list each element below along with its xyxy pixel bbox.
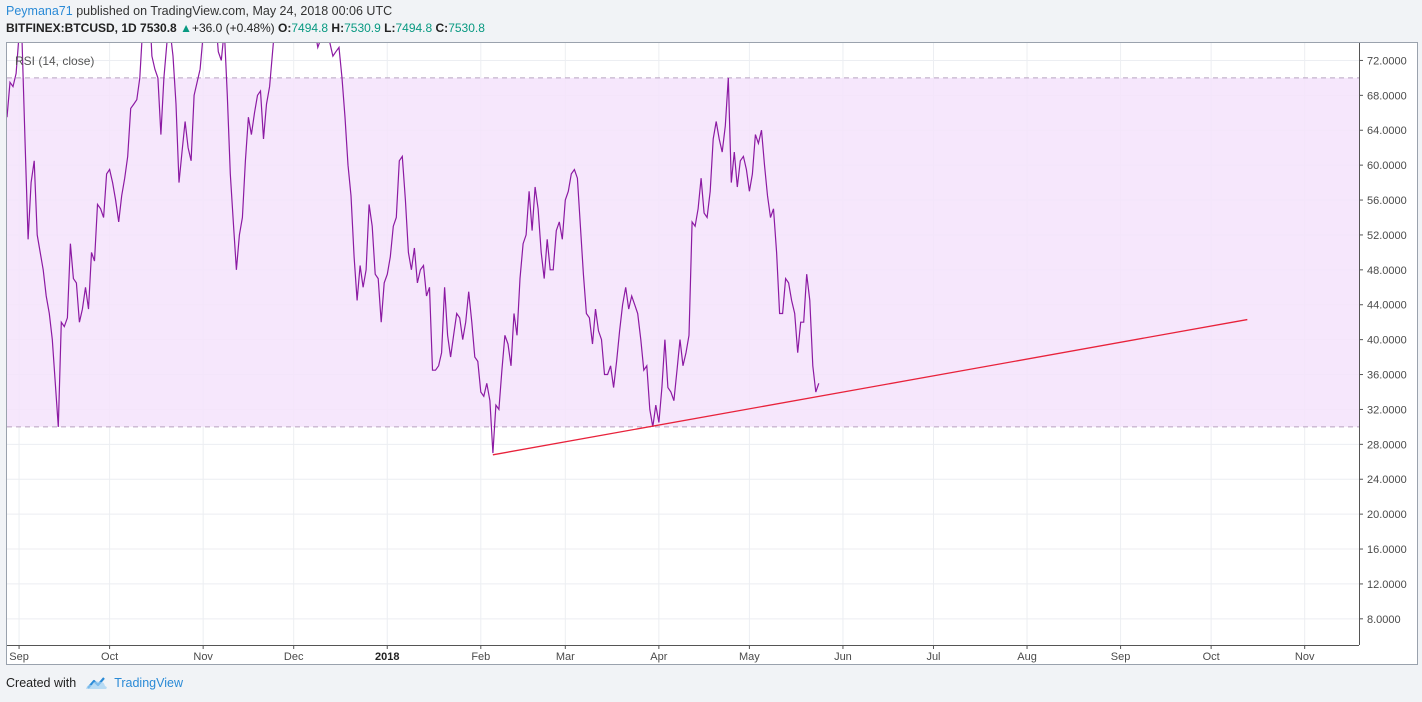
y-tick-label: 16.0000 bbox=[1367, 544, 1407, 556]
y-tick-label: 52.0000 bbox=[1367, 230, 1407, 242]
y-tick-label: 24.0000 bbox=[1367, 474, 1407, 486]
high-value: 7530.9 bbox=[344, 21, 381, 35]
y-tick-label: 60.0000 bbox=[1367, 160, 1407, 172]
symbol-label: BITFINEX:BTCUSD, 1D bbox=[6, 21, 137, 35]
last-price: 7530.8 bbox=[140, 21, 177, 35]
y-axis-labels: 72.0000 68.0000 64.0000 60.0000 56.0000 52.00… bbox=[1359, 55, 1407, 626]
close-value: 7530.8 bbox=[448, 21, 485, 35]
publish-info: Peymana71 published on TradingView.com, … bbox=[6, 3, 485, 20]
x-tick-label: Oct bbox=[1203, 651, 1220, 663]
x-tick-label: Oct bbox=[101, 651, 118, 663]
created-with-text: Created with bbox=[6, 676, 77, 690]
y-tick-label: 64.0000 bbox=[1367, 125, 1407, 137]
x-tick-label: Mar bbox=[556, 651, 575, 663]
tradingview-brand: TradingView bbox=[114, 676, 183, 690]
x-tick-label: Sep bbox=[1111, 651, 1131, 663]
x-axis-labels: Sep Oct Nov Dec 2018 Feb Mar Apr May Jun Jul Aug Sep… bbox=[9, 645, 1315, 663]
indicator-label[interactable]: RSI (14, close) bbox=[15, 54, 94, 68]
x-tick-label: Aug bbox=[1017, 651, 1037, 663]
open-value: 7494.8 bbox=[291, 21, 329, 35]
trendline[interactable] bbox=[492, 318, 1248, 456]
y-tick-label: 56.0000 bbox=[1367, 195, 1407, 207]
rsi-chart[interactable]: RSI (14, close) 72.0000 68.0000 64.0000 60.… bbox=[7, 43, 1417, 664]
y-tick-label: 68.0000 bbox=[1367, 90, 1407, 102]
y-tick-label: 32.0000 bbox=[1367, 404, 1407, 416]
axes bbox=[7, 43, 1360, 646]
chart-area[interactable]: RSI (14, close) 72.0000 68.0000 64.0000 60.… bbox=[6, 42, 1418, 665]
chart-header: Peymana71 published on TradingView.com, … bbox=[6, 3, 485, 37]
open-label: O: bbox=[278, 21, 292, 35]
y-tick-label: 28.0000 bbox=[1367, 439, 1407, 451]
author-link[interactable]: Peymana71 bbox=[6, 4, 73, 18]
tradingview-logo[interactable]: TradingView bbox=[84, 676, 183, 690]
x-tick-label: Nov bbox=[193, 651, 213, 663]
x-tick-label: Nov bbox=[1295, 651, 1315, 663]
symbol-info: BITFINEX:BTCUSD, 1D 7530.8 ▲+36.0 (+0.48… bbox=[6, 20, 485, 37]
y-tick-label: 44.0000 bbox=[1367, 300, 1407, 312]
x-tick-label: Feb bbox=[471, 651, 490, 663]
y-tick-label: 36.0000 bbox=[1367, 370, 1407, 382]
footer: Created with TradingView bbox=[6, 676, 183, 690]
x-tick-label: Sep bbox=[9, 651, 29, 663]
y-tick-label: 12.0000 bbox=[1367, 579, 1407, 591]
y-tick-label: 8.0000 bbox=[1367, 614, 1401, 626]
x-tick-label: Dec bbox=[284, 651, 304, 663]
high-label: H: bbox=[331, 21, 345, 35]
tradingview-cloud-icon bbox=[86, 677, 107, 689]
x-tick-label: May bbox=[739, 651, 760, 663]
y-tick-label: 72.0000 bbox=[1367, 55, 1407, 67]
low-label: L: bbox=[384, 21, 396, 35]
y-tick-label: 48.0000 bbox=[1367, 265, 1407, 277]
low-value: 7494.8 bbox=[395, 21, 433, 35]
rsi-band bbox=[7, 77, 1359, 427]
rsi-series-line bbox=[7, 43, 820, 454]
price-change: +36.0 (+0.48%) bbox=[191, 21, 275, 35]
x-tick-label: 2018 bbox=[375, 651, 399, 663]
up-arrow-icon: ▲ bbox=[180, 21, 192, 35]
y-tick-label: 20.0000 bbox=[1367, 509, 1407, 521]
x-tick-label: Apr bbox=[650, 651, 667, 663]
x-tick-label: Jun bbox=[834, 651, 852, 663]
close-label: C: bbox=[435, 21, 449, 35]
published-text: published on TradingView.com, May 24, 20… bbox=[72, 4, 393, 18]
y-tick-label: 40.0000 bbox=[1367, 335, 1407, 347]
x-tick-label: Jul bbox=[926, 651, 940, 663]
